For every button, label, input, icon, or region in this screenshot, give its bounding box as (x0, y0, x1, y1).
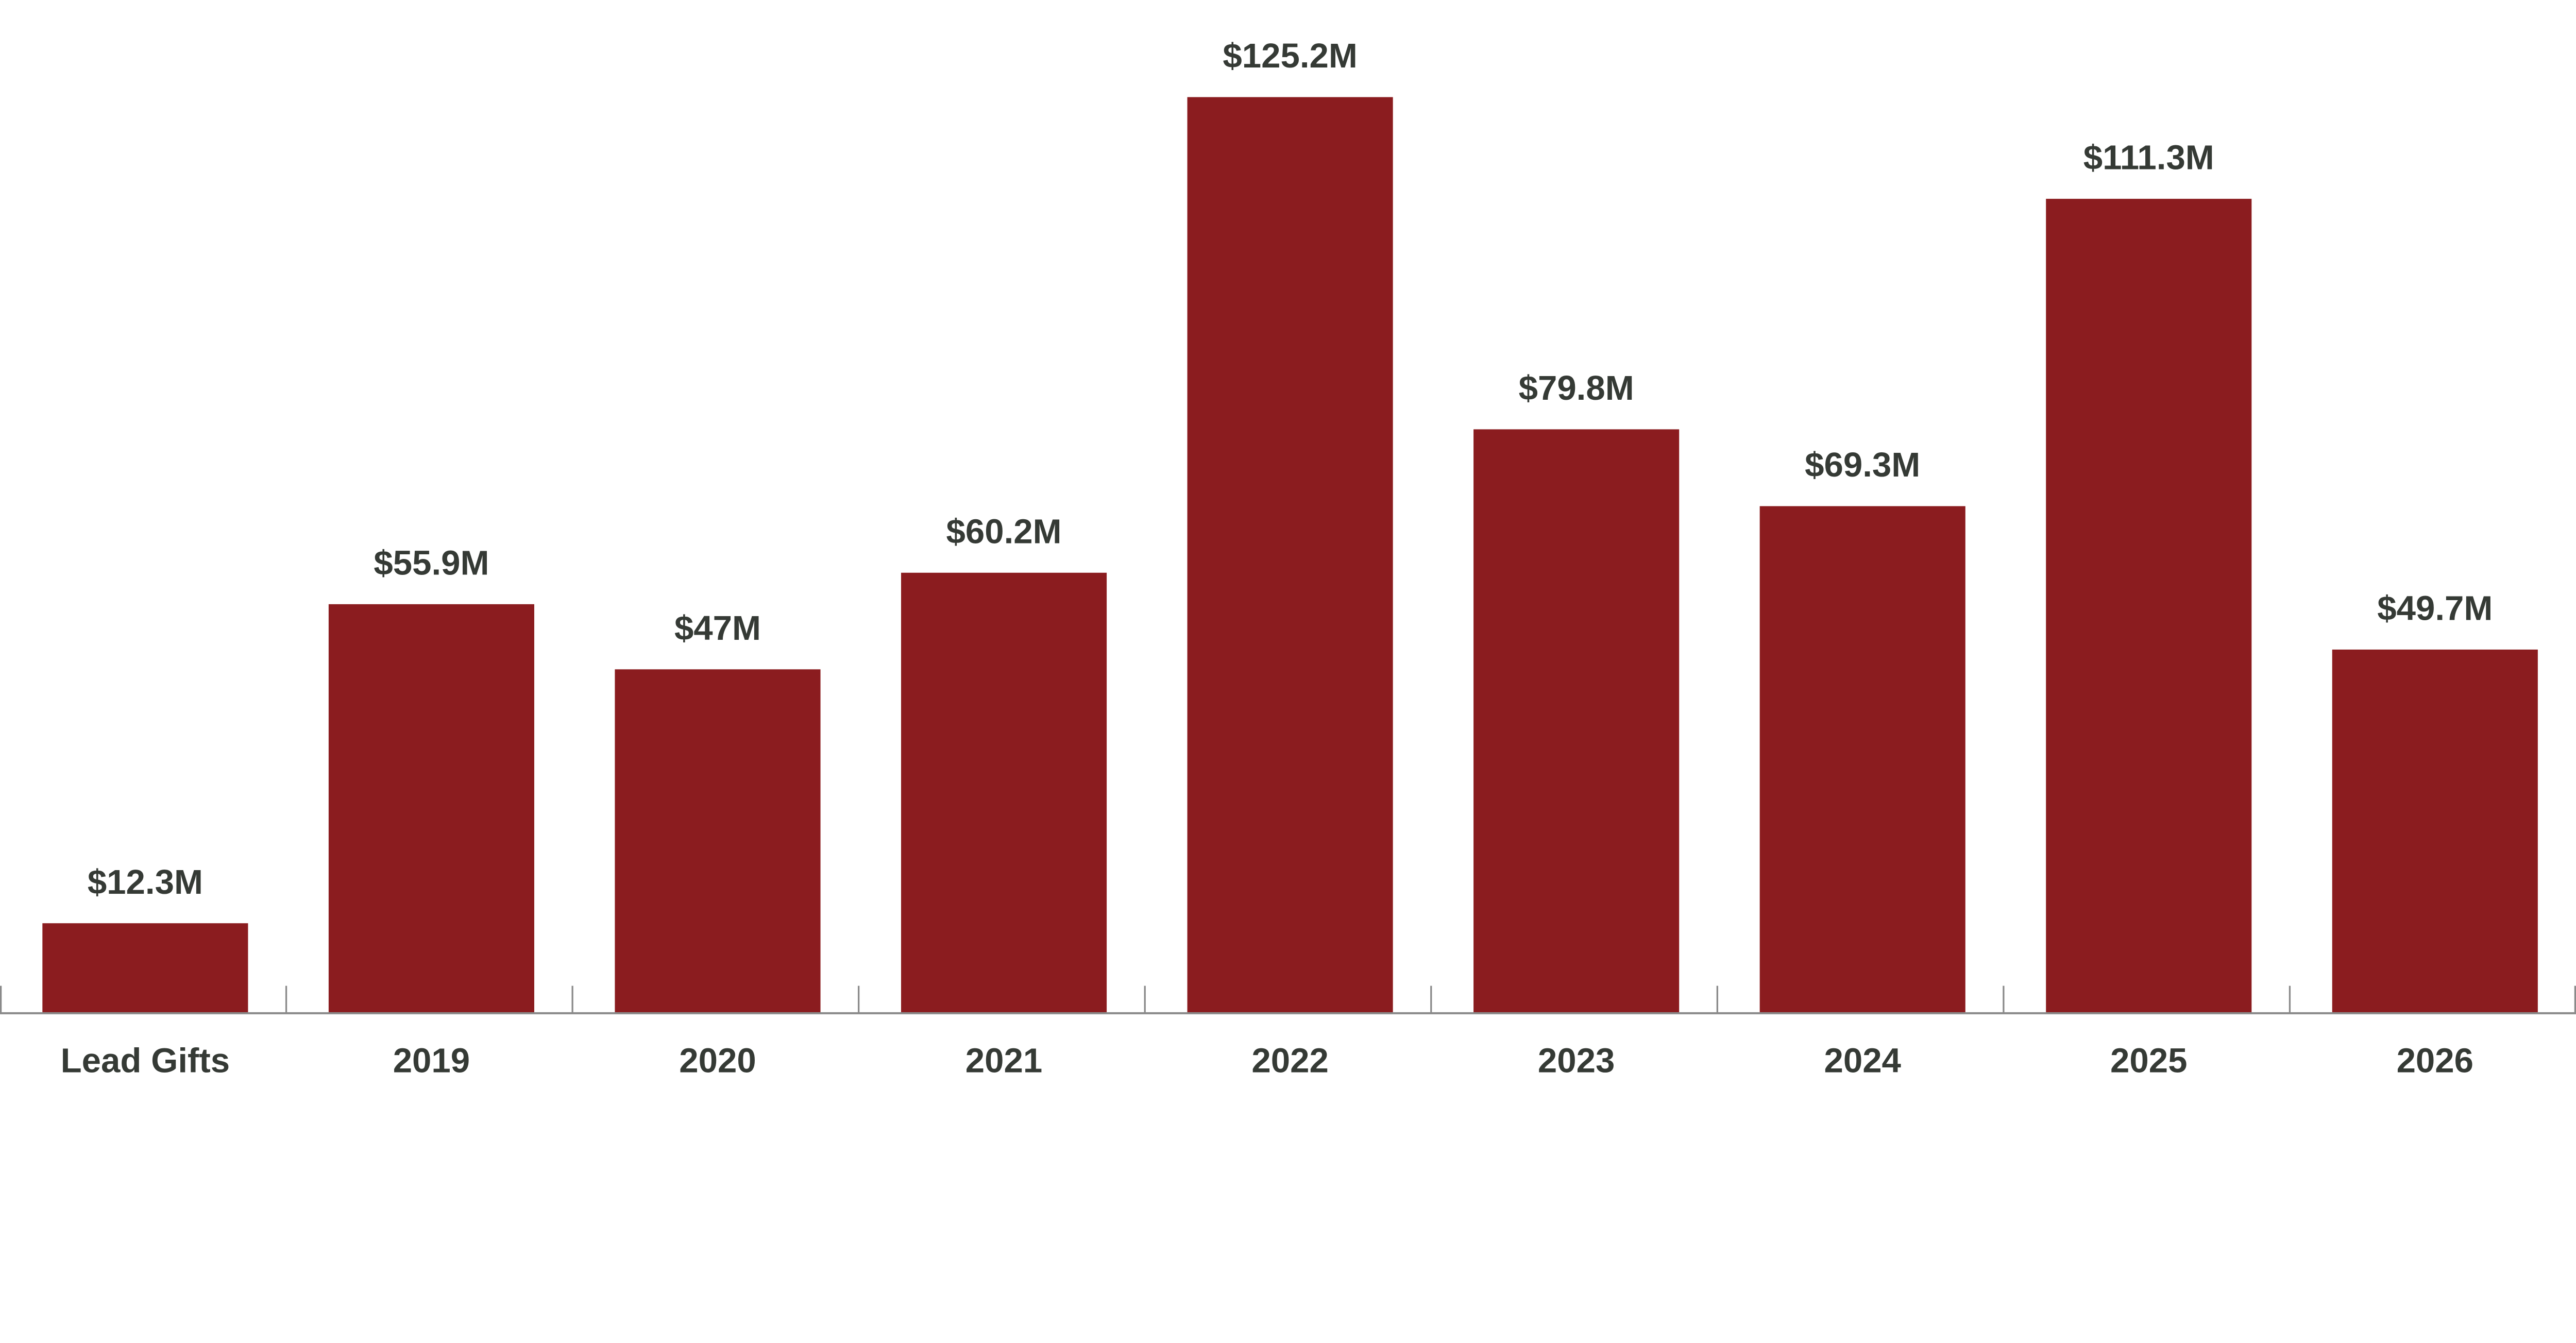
bar-chart: $12.3M $55.9M $47M $60.2M $125.2M $79.8M $69.3… (0, 37, 2576, 1080)
data-label: $47M (674, 609, 761, 648)
bar-2024 (1759, 506, 1965, 1013)
bar-2020 (615, 669, 821, 1013)
bar-2025 (2046, 198, 2252, 1013)
x-tick-labels: Lead Gifts 2019 2020 2021 2022 2023 2024 2025 20… (61, 1042, 2473, 1080)
bar-2021 (901, 572, 1107, 1013)
x-tick-label: 2025 (2110, 1042, 2187, 1080)
data-labels: $12.3M $55.9M $47M $60.2M $125.2M $79.8M $69.3… (88, 37, 2493, 902)
bar-2026 (2332, 649, 2538, 1013)
x-tick-label: 2024 (1824, 1042, 1901, 1080)
bar-lead-gifts (42, 923, 248, 1013)
data-label: $49.7M (2377, 589, 2493, 628)
x-tick-label: 2019 (393, 1042, 470, 1080)
data-label: $79.8M (1519, 369, 1634, 407)
x-tick-label: 2020 (679, 1042, 756, 1080)
data-label: $125.2M (1223, 37, 1357, 75)
data-label: $69.3M (1805, 446, 1920, 484)
x-tick-label: 2026 (2397, 1042, 2473, 1080)
bar-2022 (1187, 97, 1393, 1013)
x-tick-label: Lead Gifts (61, 1042, 230, 1080)
x-tick-label: 2021 (965, 1042, 1042, 1080)
bar-2019 (328, 604, 534, 1013)
x-tick-label: 2022 (1251, 1042, 1328, 1080)
bars (42, 97, 2538, 1013)
data-label: $111.3M (2083, 139, 2214, 177)
bar-2023 (1473, 429, 1680, 1013)
x-tick-label: 2023 (1538, 1042, 1615, 1080)
data-label: $60.2M (946, 512, 1061, 551)
data-label: $12.3M (88, 863, 203, 902)
x-axis-ticks (0, 985, 2576, 1013)
data-label: $55.9M (374, 543, 489, 582)
